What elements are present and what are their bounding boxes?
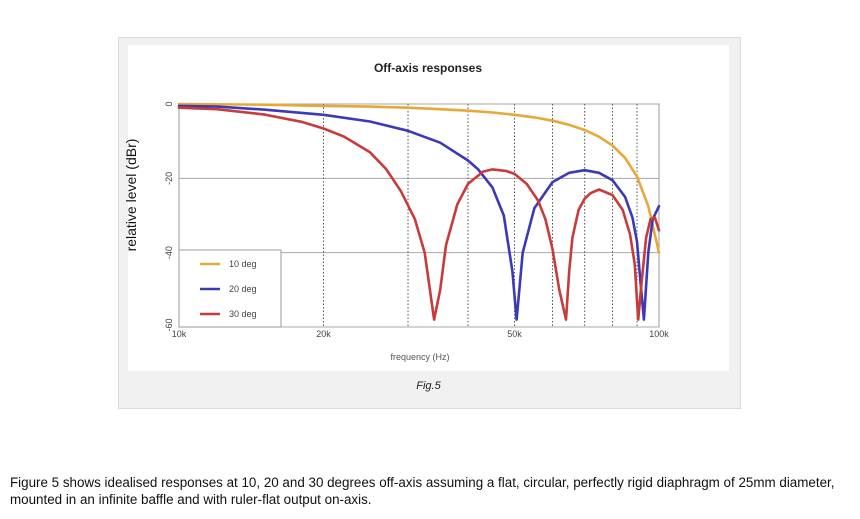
y-tick-label: 0 bbox=[164, 101, 174, 106]
legend: 10 deg 20 deg 30 deg bbox=[178, 249, 282, 328]
series-line bbox=[177, 106, 661, 321]
y-axis-label: relative level (dBr) bbox=[123, 138, 139, 252]
x-tick-label: 10k bbox=[172, 329, 187, 339]
grid-layer bbox=[178, 103, 660, 328]
legend-label: 10 deg bbox=[229, 259, 257, 269]
chart-area: Off-axis responses frequency (Hz) 0 -20 -4… bbox=[128, 45, 729, 371]
series-line bbox=[177, 102, 661, 254]
x-tick-label: 50k bbox=[507, 329, 522, 339]
figure-label: Fig.5 bbox=[416, 380, 441, 392]
legend-label: 30 deg bbox=[229, 309, 257, 319]
legend-label: 20 deg bbox=[229, 284, 257, 294]
legend-box bbox=[178, 249, 282, 328]
response-chart: Off-axis responses frequency (Hz) 0 -20 -4… bbox=[164, 61, 669, 362]
x-tick-label: 100k bbox=[649, 329, 669, 339]
y-tick-label: -60 bbox=[164, 318, 174, 331]
figure-caption: Figure 5 shows idealised responses at 10… bbox=[10, 475, 835, 507]
chart-title: Off-axis responses bbox=[374, 61, 482, 75]
x-tick-label: 20k bbox=[316, 329, 331, 339]
y-tick-label: -20 bbox=[164, 172, 174, 185]
x-axis-label: frequency (Hz) bbox=[390, 352, 449, 362]
series-line bbox=[177, 104, 661, 321]
series-layer bbox=[177, 102, 661, 321]
y-tick-label: -40 bbox=[164, 246, 174, 259]
